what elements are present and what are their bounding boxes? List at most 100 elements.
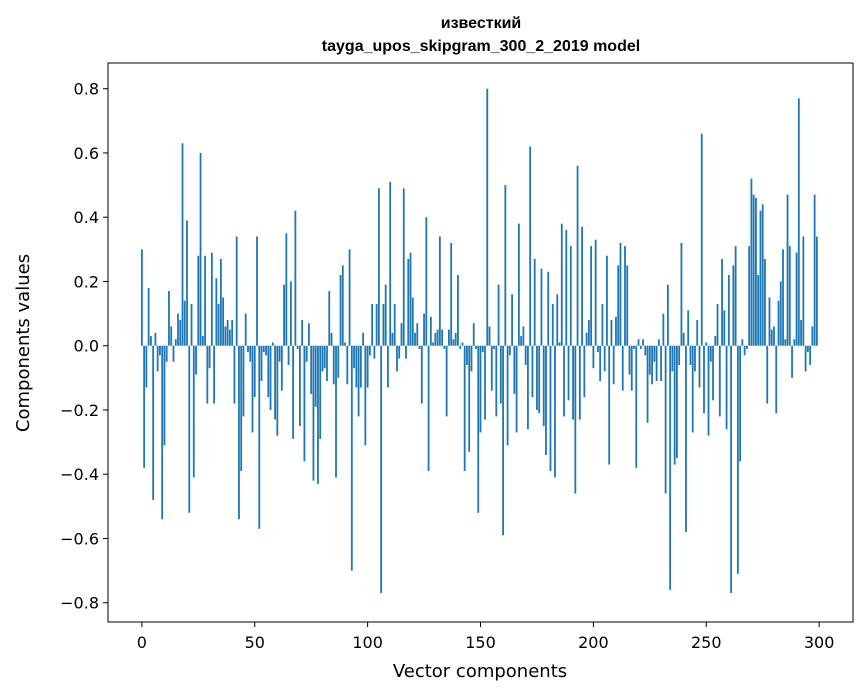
chart-subtitle: tayga_upos_skipgram_300_2_2019 model — [322, 38, 640, 55]
bar — [420, 345, 423, 404]
bar — [393, 303, 396, 346]
bar — [308, 323, 310, 346]
bar — [400, 323, 403, 346]
bar — [745, 345, 748, 349]
bar — [637, 339, 640, 346]
bar — [470, 345, 473, 372]
bar — [235, 236, 238, 346]
bar — [204, 255, 206, 346]
bar — [554, 345, 556, 478]
bar — [217, 303, 220, 346]
bar — [610, 320, 613, 346]
bar — [305, 345, 308, 362]
bar — [468, 345, 471, 452]
bar — [170, 326, 173, 346]
bar — [563, 345, 565, 417]
bar — [800, 320, 802, 346]
bar — [736, 345, 739, 574]
bar — [759, 210, 762, 346]
bar — [639, 345, 642, 349]
bar — [319, 345, 322, 439]
bar — [368, 345, 371, 356]
bar — [606, 255, 608, 346]
bar — [538, 345, 541, 414]
bar — [229, 329, 231, 346]
bar — [601, 303, 604, 346]
bar — [511, 294, 514, 346]
bar — [642, 339, 644, 346]
bar — [671, 345, 674, 372]
bar — [355, 345, 358, 388]
bar — [425, 217, 428, 346]
bar — [809, 345, 812, 365]
bar — [495, 345, 498, 417]
bar — [260, 345, 263, 382]
bar — [633, 345, 635, 349]
bar — [583, 345, 586, 398]
bar — [283, 284, 285, 346]
bar — [486, 88, 489, 346]
bar — [585, 332, 588, 346]
bar — [427, 345, 430, 471]
bar — [716, 303, 719, 346]
bar — [339, 275, 342, 346]
y-axis-ticks: 0.8 0.6 0.4 0.2 0.0 −0.2 −0.4 −0.6 −0.8 — [60, 80, 108, 613]
bar — [549, 345, 552, 471]
bar — [159, 345, 161, 356]
bar — [389, 181, 392, 346]
bar — [188, 345, 191, 513]
bar — [691, 345, 694, 433]
bar — [149, 336, 152, 346]
bar — [603, 345, 606, 372]
bar — [527, 345, 529, 430]
bar — [411, 297, 414, 346]
y-tick-label: −0.8 — [60, 594, 99, 613]
bar — [443, 345, 446, 349]
bar — [547, 271, 550, 346]
bar — [477, 345, 480, 513]
bar — [730, 345, 732, 594]
bar — [332, 345, 335, 385]
bar — [578, 345, 581, 420]
bar — [441, 329, 444, 346]
bar — [346, 345, 349, 385]
bar — [238, 345, 240, 520]
bar — [689, 345, 692, 365]
bar — [463, 345, 466, 471]
bar — [256, 236, 258, 346]
bar — [231, 320, 234, 346]
bar — [712, 345, 714, 401]
bar — [797, 98, 800, 346]
bar — [682, 332, 685, 346]
bar — [587, 320, 590, 346]
bar — [452, 339, 455, 346]
bar — [152, 345, 155, 500]
bar — [303, 345, 306, 462]
y-tick-label: 0.8 — [74, 80, 99, 99]
bar — [296, 345, 299, 349]
bar — [219, 258, 222, 346]
bar — [576, 165, 579, 346]
bar — [777, 300, 780, 346]
bar — [694, 345, 696, 372]
bar — [445, 345, 448, 417]
bar — [493, 345, 495, 349]
bar — [269, 345, 272, 410]
bar — [285, 233, 288, 346]
bar — [479, 345, 482, 433]
bar — [364, 345, 367, 446]
bar — [542, 345, 545, 427]
bar — [242, 345, 245, 417]
bar — [181, 143, 184, 346]
bar — [522, 326, 525, 346]
bar — [788, 246, 791, 346]
bar — [782, 249, 784, 346]
bar — [436, 329, 439, 346]
x-tick-label: 200 — [578, 633, 609, 652]
bar — [414, 332, 416, 346]
bar — [409, 252, 412, 346]
bar — [558, 342, 561, 346]
bar — [484, 345, 486, 420]
bar — [784, 339, 787, 346]
